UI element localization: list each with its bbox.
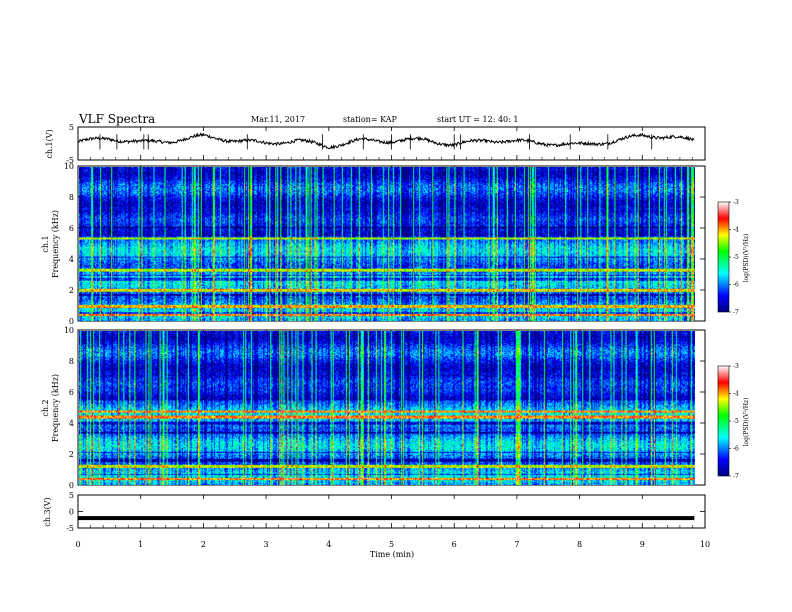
x-tick-label: 9 <box>640 540 645 549</box>
ch1-waveform-ylabel: ch.1(V) <box>45 129 54 158</box>
x-tick-label: 0 <box>75 540 80 549</box>
ch1-spikes <box>99 134 653 150</box>
colorbar-tick-label: -4 <box>733 227 739 234</box>
y-tick-label: 0 <box>69 317 74 326</box>
ch3-waveform-ylabel: ch.3(V) <box>43 497 52 526</box>
colorbar-tick-label: -7 <box>733 473 739 480</box>
y-tick-label: 8 <box>69 357 74 366</box>
colorbar-tick-label: -5 <box>733 254 739 261</box>
y-tick-label: 4 <box>69 255 74 264</box>
ch1-colorbar-label: log(PSD)(V²/Hz) <box>743 234 750 283</box>
y-tick-label: 5 <box>69 123 74 132</box>
y-tick-label: 4 <box>69 419 74 428</box>
ch1-spectrogram-ylabel-2: Frequency (kHz) <box>51 210 60 278</box>
y-tick-label: 6 <box>69 224 74 233</box>
y-tick-label: 0 <box>69 508 74 517</box>
x-tick-label: 7 <box>514 540 519 549</box>
date-label: Mar.11, 2017 <box>251 115 306 124</box>
ch2-colorbar-label: log(PSD)(V²/Hz) <box>743 398 750 447</box>
y-tick-label: 2 <box>69 450 74 459</box>
ch1-colorbar <box>717 201 730 313</box>
colorbar-tick-label: -5 <box>733 418 739 425</box>
x-tick-label: 8 <box>577 540 582 549</box>
colorbar-ticks: -3 -4 -5 -6 -7 -3 -4 -5 -6 -7 <box>729 199 739 480</box>
y-tick-label: 10 <box>64 326 74 335</box>
y-tick-label: 5 <box>69 491 74 500</box>
start-time-label: start UT = 12: 40: 1 <box>437 115 519 124</box>
x-tick-label: 4 <box>326 540 331 549</box>
y-tick-label: -5 <box>66 524 74 533</box>
ch1-spectrogram-image <box>79 167 696 322</box>
y-tick-label: 6 <box>69 388 74 397</box>
y-tick-label: 0 <box>69 481 74 490</box>
ch2-spectrogram-image <box>79 331 696 486</box>
ch3-waveform-line <box>78 516 695 521</box>
colorbar-tick-label: -6 <box>733 446 739 453</box>
ch2-colorbar <box>717 365 730 477</box>
x-tick-label: 2 <box>201 540 206 549</box>
x-tick-label: 10 <box>700 540 710 549</box>
x-axis-label: Time (min) <box>370 550 414 559</box>
ch1-spectrogram-ylabel-1: ch.1 <box>41 235 50 252</box>
y-tick-label: 2 <box>69 286 74 295</box>
x-tick-label: 3 <box>264 540 269 549</box>
y-tick-label: -5 <box>66 156 74 165</box>
colorbar-tick-label: -4 <box>733 391 739 398</box>
chart-title: VLF Spectra <box>79 112 156 126</box>
ch2-spectrogram-ylabel-1: ch.2 <box>41 399 50 416</box>
y-tick-label: 10 <box>64 162 74 171</box>
colorbar-tick-label: -7 <box>733 309 739 316</box>
x-tick-label: 1 <box>138 540 143 549</box>
station-label: station= KAP <box>343 115 397 124</box>
colorbar-tick-label: -6 <box>733 282 739 289</box>
colorbar-tick-label: -3 <box>733 199 739 206</box>
y-tick-label: 8 <box>69 193 74 202</box>
ch1-waveform-line <box>77 132 695 150</box>
x-tick-label: 5 <box>389 540 394 549</box>
x-tick-labels: 0 1 2 3 4 5 6 7 8 9 10 <box>75 540 710 549</box>
colorbar-tick-label: -3 <box>733 363 739 370</box>
ch2-spectrogram-ylabel-2: Frequency (kHz) <box>51 374 60 442</box>
x-tick-label: 6 <box>452 540 457 549</box>
